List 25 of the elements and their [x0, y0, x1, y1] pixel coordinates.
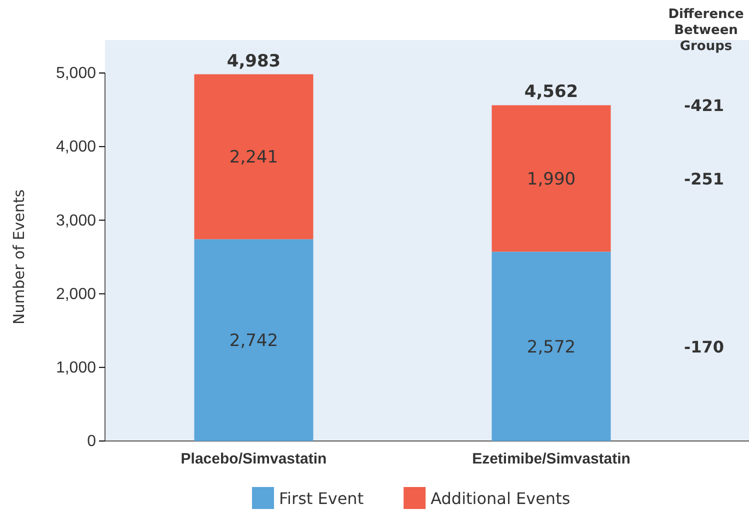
annotation: -421 [684, 96, 724, 116]
bar [492, 105, 611, 252]
y-tick-label: 2,000 [56, 286, 96, 303]
y-tick-label: 5,000 [56, 65, 96, 82]
x-tick-label: Ezetimibe/Simvastatin [472, 450, 630, 468]
data-label: 1,990 [526, 169, 576, 190]
y-tick-label: 4,000 [56, 138, 96, 156]
x-tick-label: Placebo/Simvastatin [180, 450, 327, 468]
annotation: -251 [684, 169, 724, 188]
annotation: -170 [684, 337, 724, 356]
y-tick-label: 1,000 [56, 360, 96, 377]
legend-label: First Event [279, 489, 364, 508]
bar [194, 74, 314, 240]
text: Difference Between Groups [668, 7, 744, 54]
bar [194, 239, 314, 441]
bar [492, 252, 611, 441]
y-tick-label: 3,000 [56, 212, 96, 230]
total-label: 4,562 [524, 82, 578, 102]
data-label: 2,742 [229, 331, 278, 352]
y-tick-label: 0 [87, 433, 96, 450]
data-label: 2,241 [229, 148, 278, 168]
legend-label: Additional Events [430, 489, 570, 508]
total-label: 4,983 [226, 51, 281, 72]
data-label: 2,572 [526, 337, 576, 358]
y-axis-title: Number of Events [10, 189, 28, 325]
